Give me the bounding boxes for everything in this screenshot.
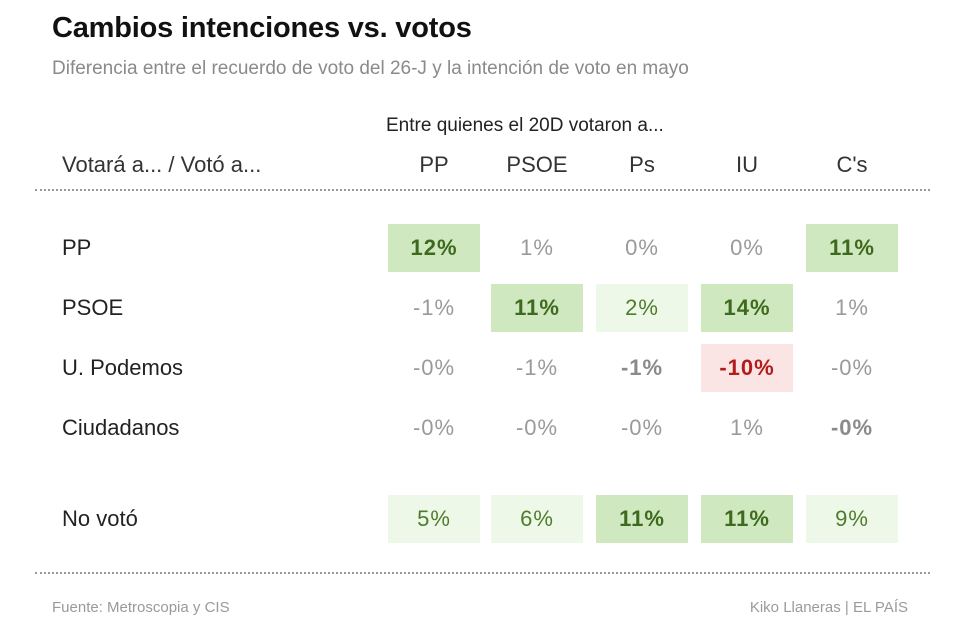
column-header-cs: C's xyxy=(836,152,868,177)
table-cell: -0% xyxy=(412,355,456,380)
table-cell: 6% xyxy=(491,495,583,543)
row-label: No votó xyxy=(62,506,138,531)
table-cell: 5% xyxy=(388,495,480,543)
footer-divider xyxy=(35,572,930,574)
row-label: Ciudadanos xyxy=(62,415,180,440)
column-header-ps: Ps xyxy=(629,152,655,177)
column-group-label: Entre quienes el 20D votaron a... xyxy=(386,115,664,136)
table-cell: 2% xyxy=(596,284,688,332)
table-cell: 9% xyxy=(806,495,898,543)
row-label: U. Podemos xyxy=(62,355,184,380)
table-cell: 1% xyxy=(730,415,764,440)
table-cell: 12% xyxy=(388,224,480,272)
row-label: PP xyxy=(62,235,92,260)
header-divider xyxy=(35,189,930,191)
row-label: PSOE xyxy=(62,295,124,320)
corner-label: Votará a... / Votó a... xyxy=(62,152,262,177)
table-cell: 0% xyxy=(730,235,764,260)
table-cell: -1% xyxy=(620,355,664,380)
table-cell: -0% xyxy=(830,415,874,440)
table-cell: 14% xyxy=(701,284,793,332)
table-cell: 11% xyxy=(491,284,583,332)
table-cell: -0% xyxy=(830,355,874,380)
table-cell: 11% xyxy=(701,495,793,543)
table-cell: -1% xyxy=(412,295,456,320)
credit-note: Kiko Llaneras | EL PAÍS xyxy=(749,599,908,616)
table-cell: -10% xyxy=(701,344,793,392)
table-cell: 11% xyxy=(596,495,688,543)
column-header-psoe: PSOE xyxy=(506,152,568,177)
source-note: Fuente: Metroscopia y CIS xyxy=(52,599,230,616)
column-header-pp: PP xyxy=(419,152,449,177)
table-cell: -1% xyxy=(515,355,559,380)
table-cell: 0% xyxy=(625,235,659,260)
chart-title: Cambios intenciones vs. votos xyxy=(52,12,472,44)
chart-subtitle: Diferencia entre el recuerdo de voto del… xyxy=(52,58,689,79)
table-cell: -0% xyxy=(515,415,559,440)
table-cell: 1% xyxy=(835,295,869,320)
table-cell: -0% xyxy=(620,415,664,440)
table-cell: -0% xyxy=(412,415,456,440)
table-cell: 11% xyxy=(806,224,898,272)
table-cell: 1% xyxy=(520,235,554,260)
column-header-iu: IU xyxy=(736,152,758,177)
